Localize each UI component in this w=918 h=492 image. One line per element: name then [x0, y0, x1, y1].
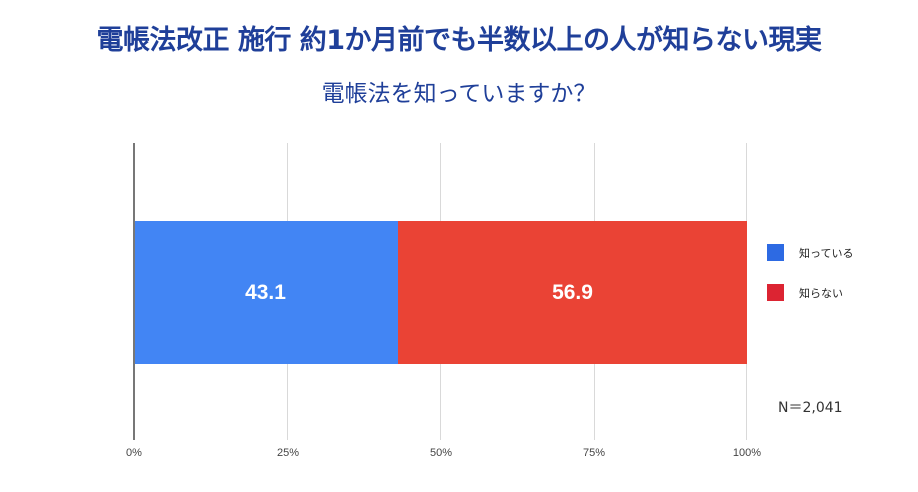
x-tick-100: 100% [732, 447, 762, 459]
y-axis-line [133, 143, 135, 440]
x-tick-25: 25% [276, 447, 300, 459]
sample-size-note: N＝2,041 [778, 400, 843, 416]
bar-knows: 43.1 [133, 221, 398, 364]
x-tick-50: 50% [429, 447, 453, 459]
x-tick-0: 0% [126, 447, 142, 459]
x-tick-75: 75% [582, 447, 606, 459]
legend-label-does-not-know: 知らない [799, 286, 843, 300]
legend-item-does-not-know: 知らない [767, 284, 843, 301]
legend-label-knows: 知っている [799, 246, 854, 260]
legend-swatch-knows [767, 244, 784, 261]
bar-label-does-not-know: 56.9 [552, 280, 593, 304]
chart-title: 電帳法改正 施行 約1か月前でも半数以上の人が知らない現実 [96, 25, 822, 56]
bar-label-knows: 43.1 [245, 280, 286, 304]
plot-area: 43.1 56.9 [133, 143, 747, 440]
legend-item-knows: 知っている [767, 244, 853, 261]
bar-does-not-know: 56.9 [398, 221, 747, 364]
chart-subtitle: 電帳法を知っていますか？ [321, 81, 597, 107]
legend-swatch-does-not-know [767, 284, 784, 301]
